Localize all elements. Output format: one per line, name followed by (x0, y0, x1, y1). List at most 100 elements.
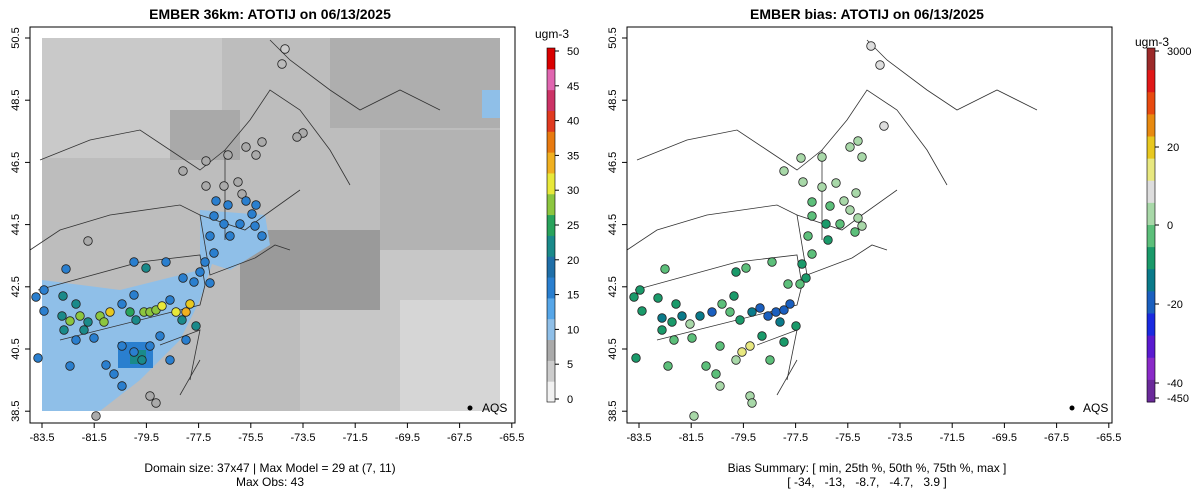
left-x-tick-label: -83.5 (29, 432, 54, 444)
right-station-marker (745, 341, 755, 351)
left-x-tick-label: -69.5 (395, 432, 420, 444)
right-station-marker (715, 341, 725, 351)
right-station-marker (807, 211, 817, 221)
right-y-tick-label: 46.5 (607, 152, 619, 173)
left-colorbar-label: 10 (567, 324, 579, 336)
right-station-marker (775, 317, 785, 327)
right-station-marker (737, 347, 747, 357)
right-colorbar-label: -40 (1167, 378, 1183, 390)
right-colorbar: 3000 20 0 -20 -40 -450 (1146, 46, 1191, 405)
left-station-marker (71, 335, 81, 345)
left-station-marker (129, 290, 139, 300)
left-station-marker (39, 285, 49, 295)
left-station-marker (185, 299, 195, 309)
right-station-marker (689, 411, 699, 421)
right-y-tick-label: 48.5 (607, 89, 619, 110)
right-map-panel: -83.5 -81.5 -79.5 -77.5 -75.5 -73.5 -71.5 -69.5… (607, 26, 1191, 444)
right-station-marker (717, 299, 727, 309)
right-station-marker (825, 201, 835, 211)
right-y-tick-label: 50.5 (607, 27, 619, 48)
right-station-marker (779, 166, 789, 176)
right-station-marker (629, 292, 639, 302)
left-colorbar-label: 35 (567, 150, 579, 162)
left-station-marker (211, 196, 221, 206)
left-colorbar-swatch (547, 131, 555, 153)
left-colorbar-swatch (547, 214, 555, 236)
left-colorbar-swatch (547, 152, 555, 174)
left-state-boundaries (29, 39, 441, 396)
right-station-marker (755, 303, 765, 313)
left-station-marker (189, 277, 199, 287)
left-legend-dot (467, 405, 473, 411)
right-station-marker (707, 307, 717, 317)
right-y-axis: 50.5 48.5 46.5 44.5 42.5 40.5 38.5 (607, 27, 627, 422)
left-station-marker (219, 181, 229, 191)
left-station-marker (33, 353, 43, 363)
left-station-marker (292, 132, 302, 142)
right-colorbar-swatch (1147, 269, 1155, 292)
right-station-marker (725, 307, 735, 317)
left-station-marker (251, 150, 261, 160)
left-station-marker (61, 264, 71, 274)
right-x-tick-label: -67.5 (1044, 432, 1069, 444)
left-station-marker (145, 391, 155, 401)
right-station-marker (817, 152, 827, 162)
right-station-marker (731, 355, 741, 365)
left-station-marker (65, 316, 75, 326)
left-station-marker (200, 257, 210, 267)
left-station-markers (31, 44, 308, 421)
left-station-marker (117, 299, 127, 309)
right-station-marker (671, 299, 681, 309)
left-x-tick-label: -67.5 (447, 432, 472, 444)
right-station-marker (853, 136, 863, 146)
right-station-marker (667, 317, 677, 327)
right-colorbar-swatch (1147, 202, 1155, 226)
right-colorbar-swatch (1147, 291, 1155, 314)
right-colorbar-label: -450 (1167, 393, 1189, 405)
right-x-axis: -83.5 -81.5 -79.5 -77.5 -75.5 -73.5 -71.5 -69.5… (626, 423, 1121, 444)
left-station-marker (165, 355, 175, 365)
right-station-marker (795, 279, 805, 289)
left-colorbar-swatch (547, 48, 555, 70)
right-station-marker (747, 398, 757, 408)
left-station-marker (137, 355, 147, 365)
left-colorbar-label: 5 (567, 359, 573, 371)
left-station-marker (31, 292, 41, 302)
left-y-tick-label: 50.5 (10, 27, 22, 48)
right-station-marker (677, 311, 687, 321)
right-station-marker (687, 333, 697, 343)
left-station-marker (195, 267, 205, 277)
right-station-marker (785, 299, 795, 309)
right-station-marker (711, 369, 721, 379)
left-station-marker (251, 200, 261, 210)
right-station-marker (807, 197, 817, 207)
right-colorbar-swatch (1147, 136, 1155, 160)
right-station-marker (866, 41, 876, 51)
left-colorbar-unit: ugm-3 (535, 27, 570, 41)
right-station-marker (729, 291, 739, 301)
left-station-marker (223, 200, 233, 210)
left-station-marker (65, 361, 75, 371)
left-station-marker (155, 331, 165, 341)
right-station-marker (747, 307, 757, 317)
right-x-tick-label: -81.5 (679, 432, 704, 444)
right-legend-label: AQS (1083, 401, 1108, 415)
right-station-marker (797, 259, 807, 269)
left-station-marker (83, 236, 93, 246)
right-station-markers (629, 41, 889, 421)
left-colorbar-swatch (547, 381, 555, 403)
left-station-marker (250, 221, 260, 231)
right-station-marker (757, 331, 767, 341)
left-station-marker (191, 321, 201, 331)
right-x-tick-label: -65.5 (1096, 432, 1121, 444)
right-station-marker (851, 188, 861, 198)
left-station-marker (151, 398, 161, 408)
left-y-tick-label: 46.5 (10, 152, 22, 173)
left-station-marker (165, 295, 175, 305)
right-station-marker (796, 153, 806, 163)
right-station-marker (791, 321, 801, 331)
right-y-tick-label: 42.5 (607, 276, 619, 297)
left-station-marker (247, 209, 257, 219)
right-station-marker (765, 355, 775, 365)
left-legend-label: AQS (482, 401, 507, 415)
